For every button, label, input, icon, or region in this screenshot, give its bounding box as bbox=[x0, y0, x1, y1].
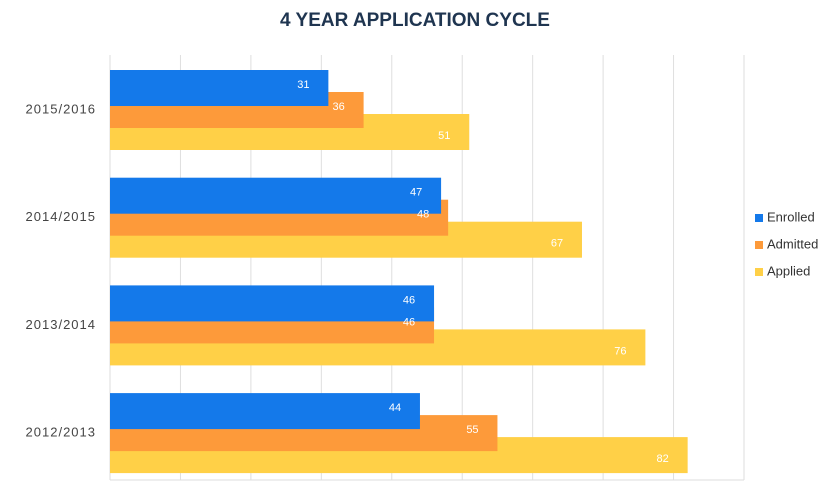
bar bbox=[110, 177, 442, 214]
legend-label: Admitted bbox=[767, 236, 818, 251]
value-label: 44 bbox=[389, 402, 401, 414]
y-tick-label: 2014/2015 bbox=[26, 209, 96, 224]
value-label: 82 bbox=[657, 453, 669, 465]
y-tick-label: 2012/2013 bbox=[26, 425, 96, 440]
y-tick-label: 2015/2016 bbox=[26, 101, 96, 116]
value-label: 36 bbox=[332, 101, 344, 113]
value-label: 31 bbox=[297, 79, 309, 91]
legend-label: Enrolled bbox=[767, 209, 815, 224]
value-label: 67 bbox=[551, 238, 563, 250]
legend-label: Applied bbox=[767, 263, 810, 278]
y-tick-label: 2013/2014 bbox=[26, 317, 96, 332]
legend-swatch bbox=[755, 241, 763, 249]
chart-title: 4 YEAR APPLICATION CYCLE bbox=[280, 10, 550, 31]
value-label: 46 bbox=[403, 316, 415, 328]
bar bbox=[110, 285, 435, 322]
value-label: 48 bbox=[417, 209, 429, 221]
value-label: 51 bbox=[438, 130, 450, 142]
value-label: 46 bbox=[403, 294, 415, 306]
bar bbox=[110, 393, 420, 430]
legend-swatch bbox=[755, 268, 763, 276]
value-label: 76 bbox=[614, 345, 626, 357]
bar bbox=[110, 70, 329, 106]
legend-swatch bbox=[755, 214, 763, 222]
value-label: 55 bbox=[466, 424, 478, 436]
value-label: 47 bbox=[410, 187, 422, 199]
